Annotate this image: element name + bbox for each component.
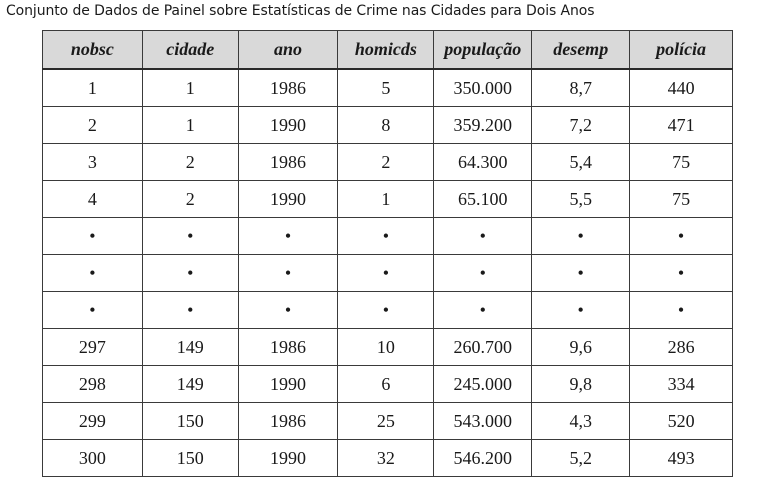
cell-desemp: 9,6 <box>531 328 631 366</box>
cell-cidade: 1 <box>141 106 239 144</box>
cell-desemp: • <box>531 254 631 292</box>
cell-populacao: 543.000 <box>433 402 533 440</box>
cell-nobsc: 2 <box>42 106 143 144</box>
cell-populacao: • <box>433 291 533 329</box>
cell-nobsc: 297 <box>42 328 143 366</box>
cell-ano: 1986 <box>237 402 339 440</box>
cell-nobsc: 300 <box>42 439 143 477</box>
cell-desemp: 5,4 <box>531 143 631 181</box>
column-header-populacao: população <box>433 30 533 70</box>
cell-desemp: 7,2 <box>531 106 631 144</box>
cell-desemp: 5,2 <box>531 439 631 477</box>
table-row: 3 2 1986 2 64.300 5,4 75 <box>42 143 733 181</box>
cell-policia: 75 <box>629 143 733 181</box>
cell-policia: 75 <box>629 180 733 218</box>
cell-homicds: 32 <box>337 439 435 477</box>
crime-panel-table: nobsc cidade ano homicds população desem… <box>42 30 733 477</box>
cell-homicds: 1 <box>337 180 435 218</box>
cell-cidade: 2 <box>141 180 239 218</box>
cell-nobsc: 299 <box>42 402 143 440</box>
table-caption: Conjunto de Dados de Painel sobre Estatí… <box>6 3 595 19</box>
cell-cidade: • <box>141 291 239 329</box>
column-header-nobsc: nobsc <box>42 30 143 70</box>
cell-policia: 520 <box>629 402 733 440</box>
cell-cidade: 149 <box>141 365 239 403</box>
cell-homicds: 8 <box>337 106 435 144</box>
cell-ano: 1986 <box>237 68 339 107</box>
cell-desemp: 8,7 <box>531 68 631 107</box>
cell-homicds: • <box>337 217 435 255</box>
cell-desemp: • <box>531 217 631 255</box>
cell-desemp: 5,5 <box>531 180 631 218</box>
header-row: nobsc cidade ano homicds população desem… <box>42 30 733 70</box>
cell-cidade: 149 <box>141 328 239 366</box>
cell-policia: • <box>629 291 733 329</box>
table-row: • • • • • • • <box>42 291 733 329</box>
table-row: 4 2 1990 1 65.100 5,5 75 <box>42 180 733 218</box>
cell-policia: 493 <box>629 439 733 477</box>
cell-cidade: 1 <box>141 68 239 107</box>
table-row: 2 1 1990 8 359.200 7,2 471 <box>42 106 733 144</box>
cell-ano: 1990 <box>237 439 339 477</box>
column-header-cidade: cidade <box>141 30 239 70</box>
table-row: 298 149 1990 6 245.000 9,8 334 <box>42 365 733 403</box>
cell-populacao: 64.300 <box>433 143 533 181</box>
cell-populacao: 350.000 <box>433 68 533 107</box>
table-row: 1 1 1986 5 350.000 8,7 440 <box>42 68 733 107</box>
cell-policia: 334 <box>629 365 733 403</box>
cell-nobsc: 4 <box>42 180 143 218</box>
cell-nobsc: • <box>42 291 143 329</box>
cell-ano: 1990 <box>237 365 339 403</box>
cell-populacao: 359.200 <box>433 106 533 144</box>
cell-ano: 1986 <box>237 143 339 181</box>
cell-nobsc: • <box>42 254 143 292</box>
cell-populacao: 546.200 <box>433 439 533 477</box>
table-row: 297 149 1986 10 260.700 9,6 286 <box>42 328 733 366</box>
cell-desemp: 4,3 <box>531 402 631 440</box>
table-row: • • • • • • • <box>42 254 733 292</box>
cell-ano: • <box>237 217 339 255</box>
cell-populacao: 260.700 <box>433 328 533 366</box>
cell-ano: 1990 <box>237 180 339 218</box>
cell-cidade: 150 <box>141 439 239 477</box>
cell-nobsc: • <box>42 217 143 255</box>
cell-nobsc: 3 <box>42 143 143 181</box>
table-row: 299 150 1986 25 543.000 4,3 520 <box>42 402 733 440</box>
column-header-homicds: homicds <box>337 30 435 70</box>
cell-nobsc: 298 <box>42 365 143 403</box>
cell-nobsc: 1 <box>42 68 143 107</box>
cell-homicds: 5 <box>337 68 435 107</box>
cell-policia: 440 <box>629 68 733 107</box>
column-header-ano: ano <box>237 30 339 70</box>
cell-policia: • <box>629 217 733 255</box>
cell-ano: 1986 <box>237 328 339 366</box>
cell-cidade: • <box>141 217 239 255</box>
cell-policia: 286 <box>629 328 733 366</box>
cell-homicds: • <box>337 254 435 292</box>
cell-ano: • <box>237 254 339 292</box>
column-header-policia: polícia <box>629 30 733 70</box>
table-body: 1 1 1986 5 350.000 8,7 440 2 1 1990 8 359.200 7,2 471… <box>42 68 733 477</box>
cell-policia: 471 <box>629 106 733 144</box>
cell-desemp: 9,8 <box>531 365 631 403</box>
cell-populacao: • <box>433 254 533 292</box>
cell-homicds: • <box>337 291 435 329</box>
cell-desemp: • <box>531 291 631 329</box>
cell-policia: • <box>629 254 733 292</box>
cell-ano: 1990 <box>237 106 339 144</box>
cell-homicds: 10 <box>337 328 435 366</box>
column-header-desemp: desemp <box>531 30 631 70</box>
cell-cidade: • <box>141 254 239 292</box>
table-row: • • • • • • • <box>42 217 733 255</box>
cell-ano: • <box>237 291 339 329</box>
cell-populacao: 65.100 <box>433 180 533 218</box>
cell-populacao: • <box>433 217 533 255</box>
cell-cidade: 2 <box>141 143 239 181</box>
table-row: 300 150 1990 32 546.200 5,2 493 <box>42 439 733 477</box>
cell-cidade: 150 <box>141 402 239 440</box>
cell-populacao: 245.000 <box>433 365 533 403</box>
cell-homicds: 25 <box>337 402 435 440</box>
cell-homicds: 6 <box>337 365 435 403</box>
cell-homicds: 2 <box>337 143 435 181</box>
